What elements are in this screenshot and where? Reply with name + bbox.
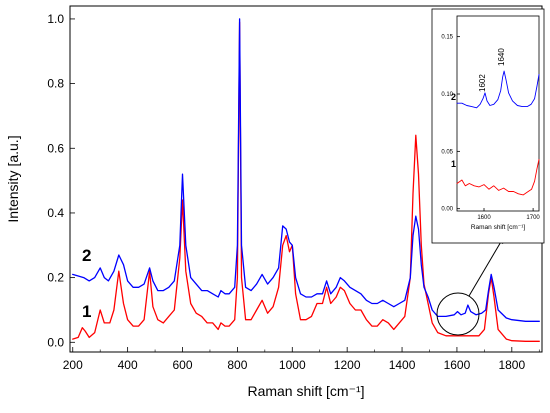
curve-label-2: 2 bbox=[82, 246, 91, 265]
main-x-tick-label: 400 bbox=[118, 358, 138, 372]
main-x-tick-label: 600 bbox=[172, 358, 192, 372]
main-y-tick-label: 0.6 bbox=[47, 141, 64, 155]
main-series-line-1 bbox=[72, 21, 540, 342]
main-y-tick-label: 0.0 bbox=[47, 335, 64, 349]
inset-curve-label-1: 1 bbox=[451, 159, 456, 169]
main-x-tick-label: 1600 bbox=[444, 358, 471, 372]
inset-labels: 2 1 1602 1640 bbox=[451, 48, 506, 169]
inset-series-line-2 bbox=[456, 70, 540, 109]
inset-y-tick-label: 0.10 bbox=[441, 92, 453, 98]
inset-y-tick-label: 0.05 bbox=[441, 149, 453, 155]
main-x-tick-label: 1000 bbox=[279, 358, 306, 372]
inset-y-tick-label: 0.00 bbox=[441, 207, 453, 213]
curve-label-1: 1 bbox=[82, 302, 91, 321]
main-y-tick-label: 0.2 bbox=[47, 271, 64, 285]
inset-curve-label-2: 2 bbox=[451, 92, 456, 102]
inset-series-line-1 bbox=[456, 158, 540, 196]
inset-x-axis-title: Raman shift [cm⁻¹] bbox=[471, 224, 526, 231]
main-x-tick-label: 1800 bbox=[498, 358, 525, 372]
inset-series bbox=[456, 70, 540, 196]
main-x-tick-label: 200 bbox=[63, 358, 83, 372]
main-series-line-2 bbox=[72, 18, 540, 322]
main-series bbox=[72, 18, 540, 342]
inset-plot-frame bbox=[456, 15, 540, 212]
main-x-tick-label: 800 bbox=[227, 358, 247, 372]
main-x-axis-title: Raman shift [cm⁻¹] bbox=[247, 383, 364, 399]
inset-y-tick-label: 0.15 bbox=[441, 35, 453, 41]
inset-background bbox=[431, 8, 545, 244]
main-x-tick-label: 1200 bbox=[334, 358, 361, 372]
main-axes: 200 400 600 800 1000 1200 1400 1600 1800 0.0 0.2 0.… bbox=[5, 5, 543, 399]
inset-x-tick-label: 1700 bbox=[526, 215, 540, 221]
peak-label-1602: 1602 bbox=[478, 74, 487, 92]
inset-axes: 1600 1700 0.00 0.05 0.10 0.15 Raman shift [cm⁻… bbox=[441, 15, 540, 231]
main-y-tick-label: 0.4 bbox=[47, 206, 64, 220]
zoom-circle bbox=[436, 292, 480, 336]
main-y-axis-title: Intensity [a.u.] bbox=[5, 135, 21, 222]
zoom-callout bbox=[436, 235, 505, 336]
main-y-tick-label: 0.8 bbox=[47, 77, 64, 91]
main-curve-labels: 2 1 bbox=[82, 246, 91, 321]
inset-x-tick-label: 1600 bbox=[477, 215, 491, 221]
main-y-tick-label: 1.0 bbox=[47, 12, 64, 26]
inset-panel: 1600 1700 0.00 0.05 0.10 0.15 Raman shift [cm⁻… bbox=[431, 8, 545, 244]
main-x-tick-label: 1400 bbox=[389, 358, 416, 372]
peak-label-1640: 1640 bbox=[497, 48, 506, 66]
zoom-arrow-line bbox=[468, 239, 503, 297]
